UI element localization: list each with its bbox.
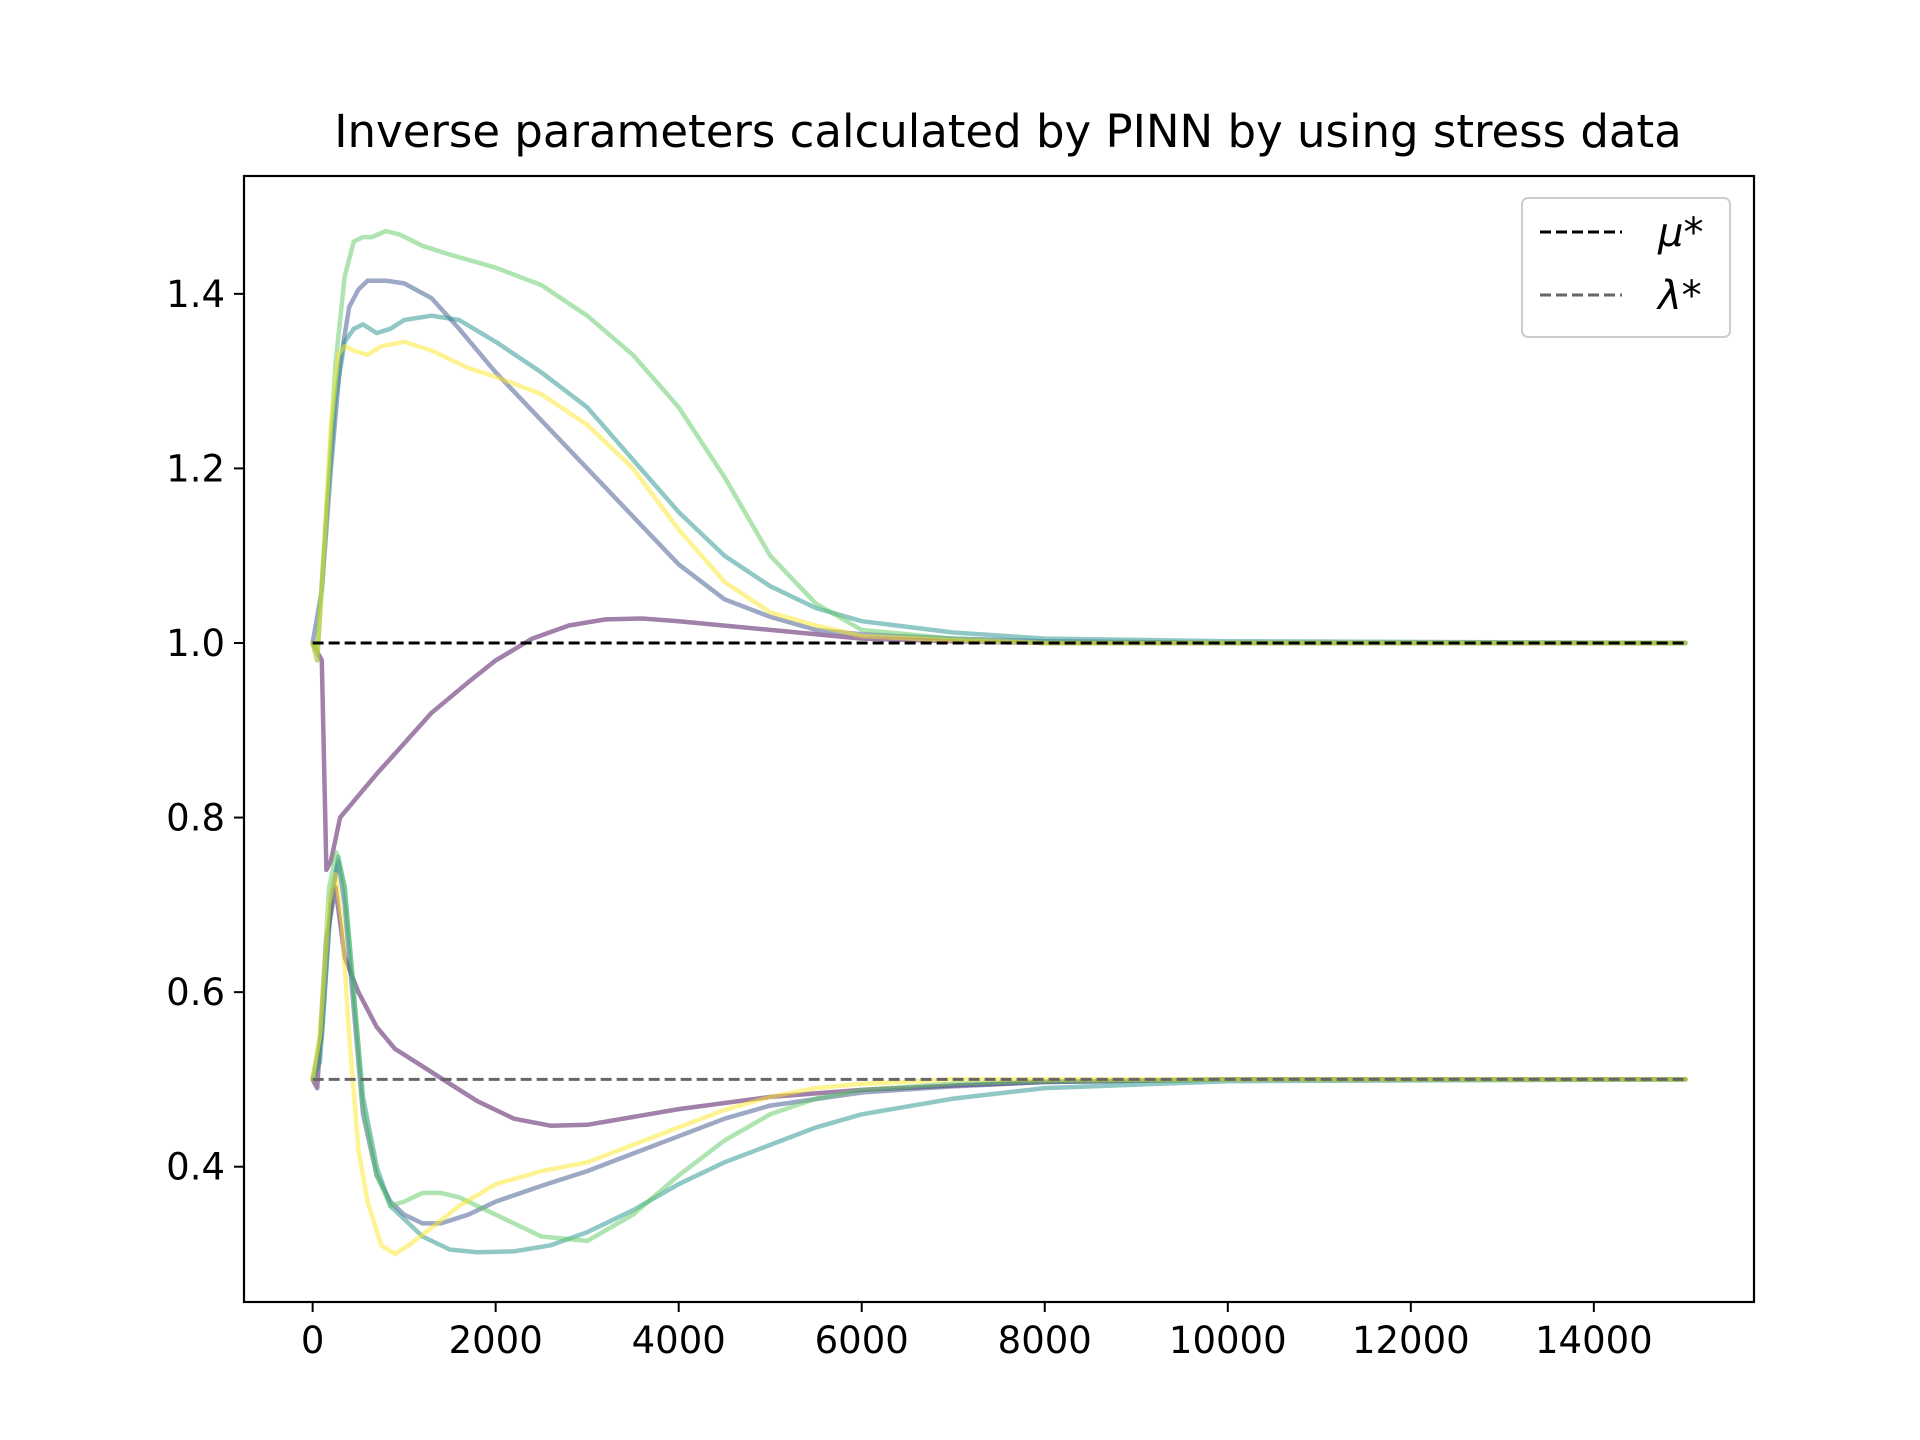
series-layer [310,228,1688,1257]
y-tick-label: 1.0 [166,622,225,665]
x-tick-label: 12000 [1352,1319,1470,1362]
x-axis: 0 2000 4000 6000 8000 10000 12000 14000 [301,1302,1653,1362]
plot-area-frame [242,174,1756,1304]
series-line-2 [310,885,1688,1128]
series-line-8 [310,850,1688,1244]
y-tick-label: 0.6 [166,971,225,1014]
x-tick-label: 6000 [815,1319,909,1362]
x-tick-label: 10000 [1169,1319,1287,1362]
y-tick-label: 1.4 [166,273,225,316]
y-tick-label: 0.4 [166,1146,225,1189]
series-line-5 [310,313,1688,663]
series-line-9 [310,339,1688,663]
series-line-3 [310,278,1688,646]
legend-label-mu: μ* [1657,210,1703,256]
series-line-10 [310,872,1688,1257]
legend-label-lambda: λ* [1656,273,1702,319]
series-line-7 [310,228,1688,654]
series-line-1 [310,616,1688,873]
y-tick-label: 1.2 [166,447,225,490]
y-tick-label: 0.8 [166,797,225,840]
x-tick-label: 0 [301,1319,325,1362]
reference-lines [312,641,1686,1081]
x-tick-label: 8000 [998,1319,1092,1362]
x-tick-label: 14000 [1535,1319,1653,1362]
x-tick-label: 2000 [449,1319,543,1362]
y-axis: 0.4 0.6 0.8 1.0 1.2 1.4 [166,273,244,1189]
legend: μ* λ* [1521,197,1731,338]
chart-title: Inverse parameters calculated by PINN by… [334,105,1681,158]
series-line-4 [310,858,1688,1226]
x-tick-label: 4000 [632,1319,726,1362]
